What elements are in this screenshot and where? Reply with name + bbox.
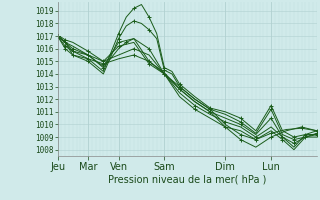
X-axis label: Pression niveau de la mer( hPa ): Pression niveau de la mer( hPa ) (108, 174, 266, 184)
